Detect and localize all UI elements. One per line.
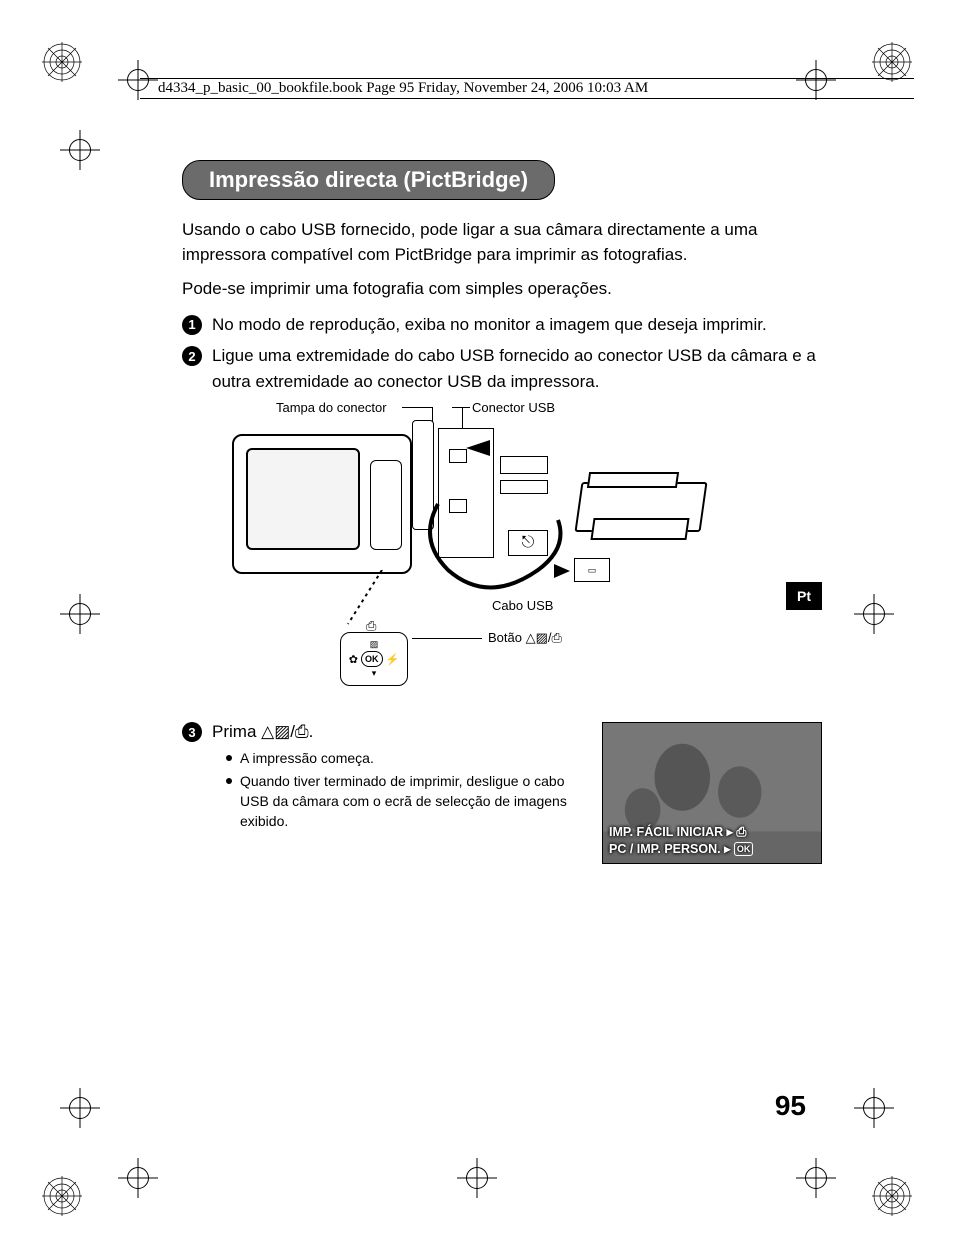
header-rule — [140, 98, 914, 99]
usb-plug — [500, 480, 548, 494]
label-cabo-usb: Cabo USB — [492, 598, 553, 613]
usb-cable — [408, 500, 588, 610]
ok-label: OK — [361, 651, 383, 667]
crosshair-icon — [796, 60, 836, 100]
reg-mark-radial — [872, 42, 912, 82]
leader-line — [412, 638, 482, 639]
crosshair-icon — [854, 1088, 894, 1128]
page-content: Impressão directa (PictBridge) Usando o … — [182, 160, 822, 864]
camera-illustration — [232, 434, 412, 574]
header-rule — [140, 78, 914, 79]
step-2: 2 Ligue uma extremidade do cabo USB forn… — [182, 343, 822, 394]
label-tampa: Tampa do conector — [276, 400, 387, 415]
crosshair-icon — [60, 1088, 100, 1128]
arrow-icon — [554, 564, 570, 578]
step-text: No modo de reprodução, exiba no monitor … — [212, 312, 767, 338]
bullet-item: A impressão começa. — [226, 748, 592, 768]
leader-line — [452, 407, 470, 408]
lcd-preview-photo: IMP. FÁCIL INICIAR ▸ ⎙ PC / IMP. PERSON.… — [602, 722, 822, 864]
usb-icon: ⎋ — [508, 530, 548, 556]
crosshair-icon — [60, 594, 100, 634]
leader-line — [402, 407, 432, 408]
crosshair-icon — [60, 130, 100, 170]
lcd-overlay: IMP. FÁCIL INICIAR ▸ ⎙ PC / IMP. PERSON.… — [609, 824, 815, 858]
crosshair-icon — [118, 1158, 158, 1198]
label-botao: Botão △▨/⎙ — [488, 630, 562, 646]
crosshair-icon — [854, 594, 894, 634]
reg-mark-radial — [42, 42, 82, 82]
step-text: Prima △▨/⎙. — [212, 722, 313, 742]
page-number: 95 — [775, 1090, 806, 1122]
language-tab: Pt — [786, 582, 822, 610]
pictbridge-box: ▭ — [574, 558, 610, 582]
reg-mark-radial — [872, 1176, 912, 1216]
step-number-icon: 2 — [182, 346, 202, 366]
step-text: Ligue uma extremidade do cabo USB fornec… — [212, 343, 822, 394]
reg-mark-radial — [42, 1176, 82, 1216]
section-title-pill: Impressão directa (PictBridge) — [182, 160, 555, 200]
intro-paragraph: Pode-se imprimir uma fotografia com simp… — [182, 277, 822, 302]
label-conector-usb: Conector USB — [472, 400, 555, 415]
bullet-item: Quando tiver terminado de imprimir, desl… — [226, 771, 592, 832]
step-3: 3 Prima △▨/⎙. A impressão começa. Quando… — [182, 722, 822, 864]
crosshair-icon — [457, 1158, 497, 1198]
step-number-icon: 3 — [182, 722, 202, 742]
ok-icon: OK — [734, 842, 754, 856]
crosshair-icon — [118, 60, 158, 100]
overlay-line: PC / IMP. PERSON. ▸ OK — [609, 841, 815, 858]
connection-diagram: Tampa do conector Conector USB ⎋ ▭ — [182, 400, 822, 700]
control-pad-illustration: ▨ ✿OK⚡ ▾ — [340, 632, 408, 686]
printer-illustration — [578, 472, 708, 550]
crosshair-icon — [796, 1158, 836, 1198]
header-filename: d4334_p_basic_00_bookfile.book Page 95 F… — [158, 80, 648, 97]
step-number-icon: 1 — [182, 315, 202, 335]
intro-paragraph: Usando o cabo USB fornecido, pode ligar … — [182, 218, 822, 267]
arrow-icon — [466, 440, 490, 456]
usb-plug — [500, 456, 548, 474]
overlay-line: IMP. FÁCIL INICIAR ▸ ⎙ — [609, 824, 815, 841]
step-1: 1 No modo de reprodução, exiba no monito… — [182, 312, 822, 338]
